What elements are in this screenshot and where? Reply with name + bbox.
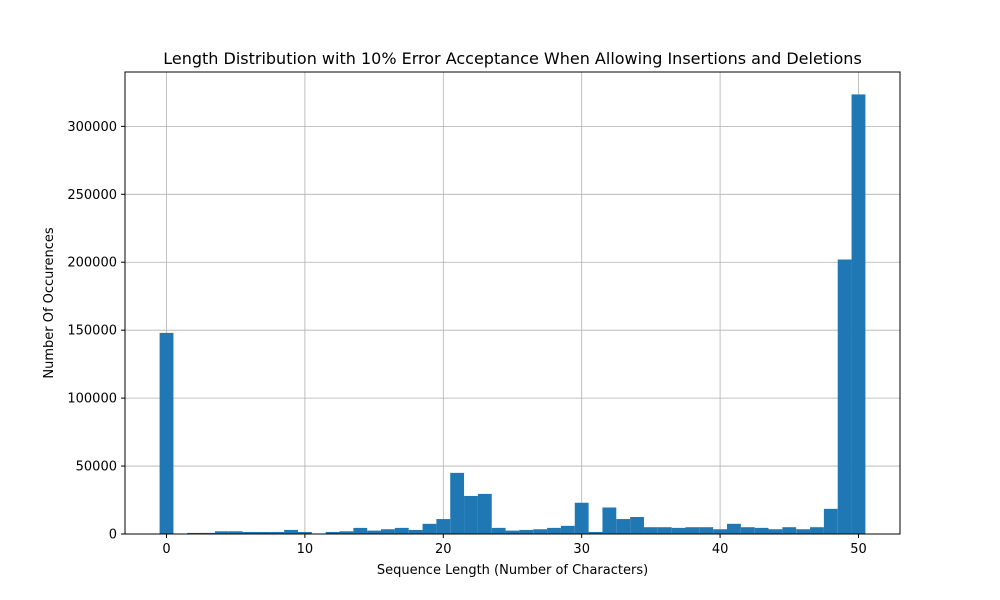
histogram-bar xyxy=(533,529,548,534)
histogram-bar xyxy=(201,532,215,534)
x-tick-label: 10 xyxy=(297,542,314,557)
y-tick-label: 200000 xyxy=(67,256,117,271)
histogram-bar xyxy=(187,532,202,534)
histogram-bar xyxy=(214,531,229,534)
histogram-bar xyxy=(754,527,769,534)
x-axis-label: Sequence Length (Number of Characters) xyxy=(377,563,648,578)
histogram-bar xyxy=(602,507,617,534)
histogram-bar xyxy=(436,519,451,534)
histogram-bar xyxy=(381,529,395,534)
histogram-bar xyxy=(851,94,866,534)
histogram-bar xyxy=(519,529,534,534)
histogram-bar xyxy=(810,527,824,534)
grid-lines xyxy=(125,72,900,535)
x-tick-label: 40 xyxy=(712,542,729,557)
histogram-bar xyxy=(297,531,312,534)
histogram-bar xyxy=(408,529,423,534)
y-tick-label: 100000 xyxy=(67,392,117,407)
histogram-bar xyxy=(464,495,478,534)
histogram-bar xyxy=(477,493,492,534)
histogram-bar xyxy=(657,527,672,534)
histogram-bar xyxy=(339,531,354,534)
histogram-bar xyxy=(768,529,783,534)
plot-frame xyxy=(124,71,901,535)
x-tick-label: 0 xyxy=(162,542,170,557)
histogram-bar xyxy=(837,259,852,534)
histogram-bar xyxy=(284,529,298,534)
histogram-bar xyxy=(450,472,465,534)
x-axis-ticks: 0 10 20 30 40 50 xyxy=(162,534,867,557)
y-tick-label: 0 xyxy=(109,528,117,543)
histogram-bar xyxy=(159,332,174,534)
histogram-bar xyxy=(560,525,575,534)
histogram-bar xyxy=(422,523,437,534)
histogram-bar xyxy=(491,527,506,534)
histogram-bar xyxy=(505,530,520,534)
histogram-bar xyxy=(727,523,741,534)
bars-group xyxy=(159,94,866,534)
histogram-bar xyxy=(796,529,811,534)
histogram-bar xyxy=(242,531,257,534)
histogram-bar xyxy=(228,531,243,534)
histogram-bar xyxy=(782,527,797,534)
histogram-bar xyxy=(630,517,644,534)
histogram-bar xyxy=(270,531,285,534)
histogram-bar xyxy=(713,529,728,534)
y-tick-label: 150000 xyxy=(67,324,117,339)
y-axis-label: Number Of Occurences xyxy=(42,227,57,379)
histogram-bar xyxy=(353,527,368,534)
x-tick-label: 20 xyxy=(435,542,452,557)
x-tick-label: 50 xyxy=(850,542,867,557)
histogram-bar xyxy=(616,519,631,534)
histogram-bar xyxy=(325,531,340,534)
histogram-bar xyxy=(547,527,561,534)
histogram-bar xyxy=(367,530,382,534)
histogram-bar xyxy=(643,527,658,534)
histogram-bar xyxy=(256,531,271,534)
histogram-bar xyxy=(740,527,755,534)
y-axis-ticks: 0 50000 100000 150000 200000 250000 300000 xyxy=(67,120,125,543)
y-tick-label: 250000 xyxy=(67,188,117,203)
histogram-bar xyxy=(588,531,603,534)
y-tick-label: 300000 xyxy=(67,120,117,135)
histogram-bar xyxy=(671,527,686,534)
histogram-bar xyxy=(699,527,714,534)
chart-title: Length Distribution with 10% Error Accep… xyxy=(163,49,862,68)
x-tick-label: 30 xyxy=(573,542,590,557)
histogram-bar xyxy=(574,502,589,534)
histogram-bar xyxy=(685,527,700,534)
histogram-bar xyxy=(394,527,409,534)
histogram-bar xyxy=(823,508,838,534)
y-tick-label: 50000 xyxy=(76,460,117,475)
